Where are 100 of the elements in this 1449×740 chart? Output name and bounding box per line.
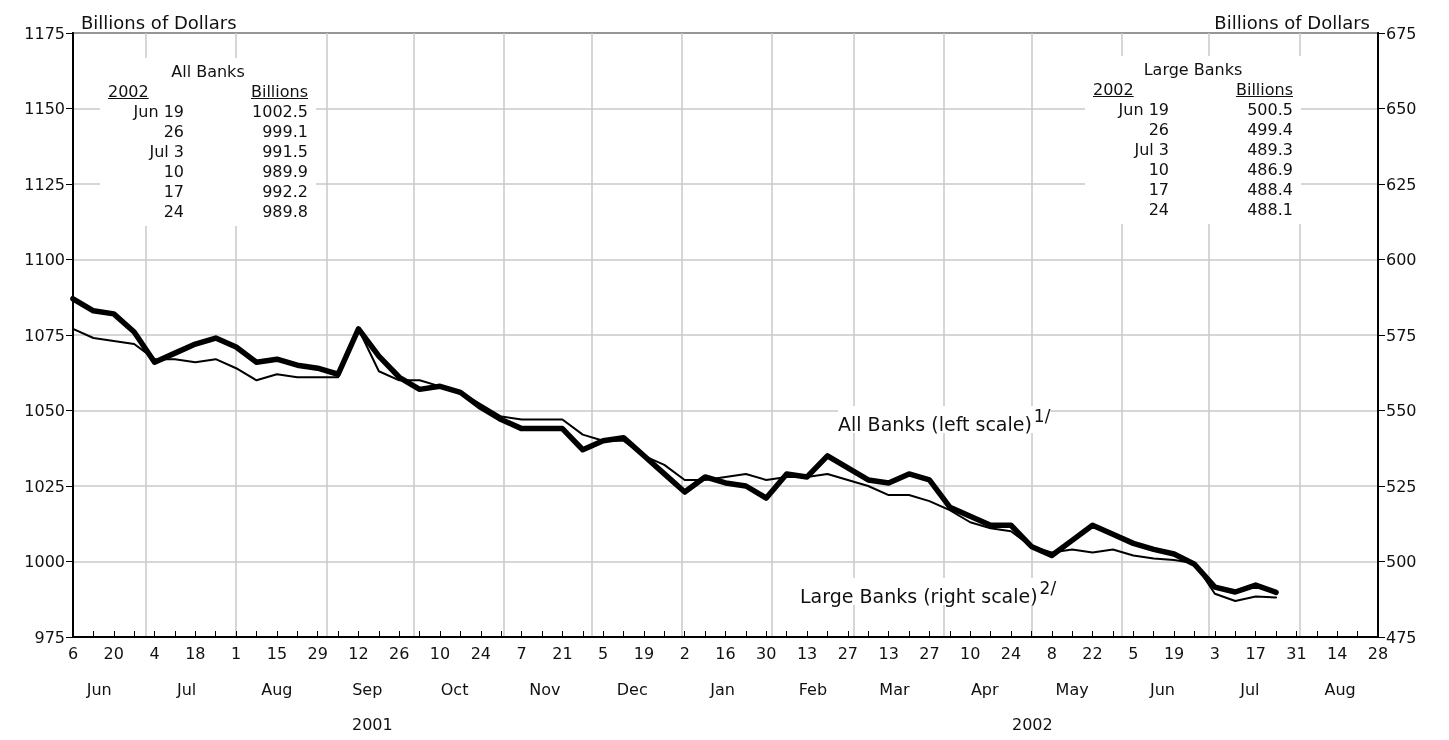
y2-tick-label: 625 [1386, 174, 1417, 194]
x2-tick-label: Dec [616, 679, 648, 699]
annotation: 488.1 [1246, 200, 1293, 220]
x-tick-label: 17 [1245, 643, 1266, 663]
annotation: 489.3 [1246, 140, 1293, 160]
y-tick-label: 1150 [24, 99, 65, 118]
x-tick-label: 27 [919, 643, 940, 663]
annotation: 2002 [1093, 80, 1134, 99]
x-tick-label: 29 [307, 643, 328, 663]
y2-tick-label: 500 [1386, 552, 1417, 571]
x-tick-label: 19 [1163, 643, 1185, 663]
y-tick-label: 1175 [24, 23, 65, 43]
x-tick-label: 10 [960, 643, 981, 663]
x-tick-label: 2 [679, 643, 690, 663]
x-tick-label: 24 [1000, 643, 1022, 663]
annotation: Jun 19 [131, 102, 185, 122]
x-tick-label: 16 [715, 643, 736, 663]
x2-tick-label: Aug [1324, 679, 1356, 699]
x2-tick-label: Feb [798, 679, 828, 699]
x-tick-label: 8 [1046, 643, 1057, 663]
x-tick-label: 21 [552, 643, 573, 663]
y-tick-label: 1025 [24, 476, 65, 496]
annotation: 488.4 [1246, 180, 1293, 200]
x-tick-label: 5 [598, 643, 609, 663]
y-tick-label: 1050 [24, 401, 65, 420]
y2-tick-label: 550 [1386, 401, 1417, 420]
x-tick-label: 7 [516, 643, 527, 663]
x-tick-label: 14 [1327, 643, 1348, 663]
y-axis-title: Billions of Dollars [81, 11, 237, 33]
y-tick-label: 1000 [24, 552, 65, 571]
annotation: 999.1 [261, 122, 308, 142]
x2-tick-label: Aug [261, 679, 293, 699]
annotation: Jul 3 [147, 142, 185, 162]
x2-tick-label: Nov [529, 679, 561, 699]
x2-tick-label: Mar [879, 679, 910, 699]
y2-axis-title: Billions of Dollars [1214, 11, 1370, 33]
x-tick-label: 4 [149, 643, 160, 663]
x-tick-label: 13 [878, 643, 899, 663]
annotation: 26 [162, 122, 185, 142]
x2-tick-label: Apr [970, 679, 1000, 699]
annotation: Billions [1235, 80, 1293, 99]
annotation: All Banks [170, 62, 246, 82]
x2-tick-label: Oct [440, 679, 469, 699]
annotation: 10 [1147, 160, 1170, 180]
y2-tick-label: 650 [1386, 99, 1417, 118]
annotation: 992.2 [261, 182, 308, 202]
annotation: 486.9 [1246, 160, 1293, 180]
text: 2001 [352, 714, 393, 734]
y-tick-label: 1125 [24, 174, 65, 194]
annotation: 991.5 [261, 142, 308, 162]
y2-tick-label: 525 [1386, 476, 1417, 496]
annotation: 24 [1147, 200, 1170, 220]
annotation: Jun 19 [1116, 100, 1170, 120]
x2-tick-label: Jun [1148, 679, 1175, 699]
x-tick-label: 1 [231, 643, 242, 663]
x-tick-label: 24 [470, 643, 491, 663]
x-tick-label: 30 [756, 643, 777, 663]
annotation: 17 [162, 182, 185, 202]
annotation: Jul 3 [1132, 140, 1170, 160]
x2-tick-label: Jul [175, 679, 197, 699]
annotation: 2002 [108, 82, 149, 101]
x2-tick-label: Jan [709, 679, 735, 699]
annotation: 10 [162, 162, 185, 182]
x2-tick-label: Jun [85, 679, 112, 699]
annotation: 499.4 [1246, 120, 1293, 140]
x-tick-label: 31 [1286, 643, 1307, 663]
x-tick-label: 26 [389, 643, 410, 663]
y-tick-label: 1100 [24, 250, 65, 269]
text: 2002 [1012, 714, 1053, 734]
y2-tick-label: 575 [1386, 325, 1417, 345]
x-tick-label: 3 [1209, 643, 1220, 663]
annotation: 24 [162, 202, 185, 222]
y2-tick-label: 600 [1386, 250, 1417, 269]
x-tick-label: 15 [266, 643, 288, 663]
annotation: Billions [250, 82, 308, 101]
x2-tick-label: May [1055, 679, 1089, 699]
x-tick-label: 27 [837, 643, 859, 663]
x-tick-label: 22 [1082, 643, 1103, 663]
y-tick-label: 1075 [24, 325, 65, 345]
x-tick-label: 12 [348, 643, 369, 663]
annotation: 1002.5 [251, 102, 308, 122]
x2-tick-label: Sep [352, 679, 383, 699]
x-tick-label: 19 [633, 643, 655, 663]
annotation: Large Banks [1142, 60, 1244, 80]
x-tick-label: 28 [1367, 643, 1389, 663]
annotation: 26 [1147, 120, 1170, 140]
x-tick-label: 6 [67, 643, 79, 663]
annotation: 989.9 [261, 162, 308, 182]
x2-tick-label: Jul [1239, 679, 1260, 699]
y2-tick-label: 675 [1386, 23, 1417, 43]
y-tick-label: 975 [34, 627, 65, 647]
annotation: 989.8 [261, 202, 308, 222]
x-tick-label: 18 [185, 643, 206, 663]
x-tick-label: 20 [103, 643, 124, 663]
x-tick-label: 13 [796, 643, 818, 663]
x-tick-label: 5 [1128, 643, 1139, 663]
y2-tick-label: 475 [1386, 627, 1417, 647]
annotation: 17 [1147, 180, 1170, 200]
annotation: 500.5 [1246, 100, 1293, 120]
x-tick-label: 10 [429, 643, 451, 663]
